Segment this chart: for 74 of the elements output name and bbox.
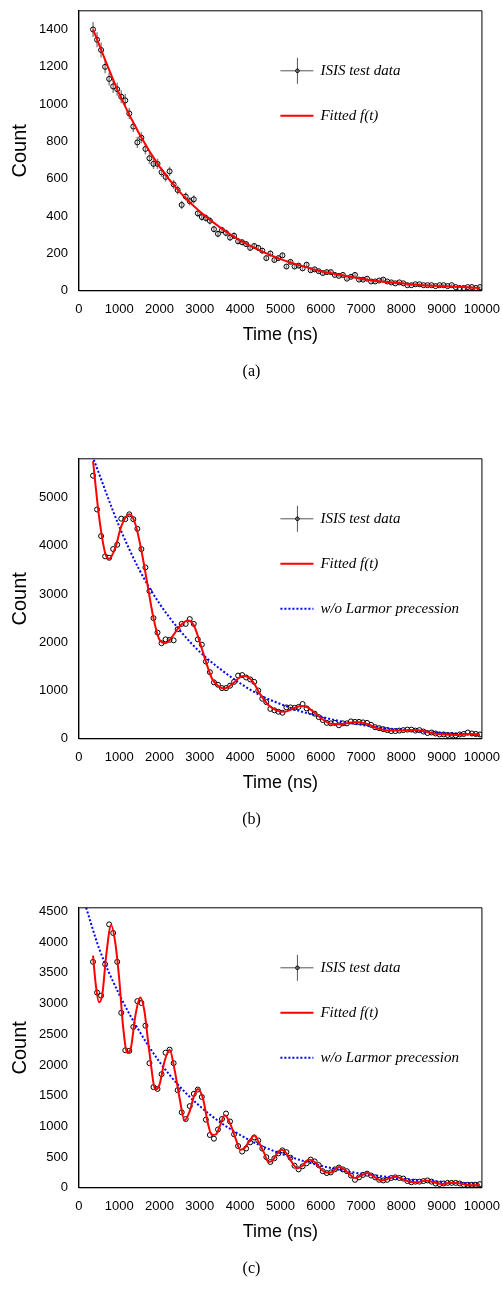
text: (b)	[241, 810, 262, 828]
y-tick-label: 1400	[39, 21, 68, 37]
x-tick-label: 5000	[265, 1198, 295, 1214]
x-tick-label: 1000	[104, 749, 134, 765]
y-tick-label: 0	[60, 730, 68, 746]
legend-label: ISIS test data	[319, 958, 401, 975]
x-tick-label: 9000	[427, 749, 457, 765]
x-tick-label: 10000	[463, 301, 500, 317]
x-tick-label: 0	[75, 301, 83, 317]
y-tick-label: 4500	[39, 903, 68, 919]
legend-label: ISIS test data	[319, 509, 401, 526]
x-tick-label: 7000	[346, 749, 376, 765]
y-tick-label: 600	[46, 170, 68, 186]
x-tick-label: 3000	[185, 301, 215, 317]
x-tick-label: 2000	[145, 749, 174, 765]
y-axis-title: Count	[7, 571, 30, 626]
x-tick-label: 6000	[306, 749, 336, 765]
x-tick-label: 8000	[386, 301, 416, 317]
legend-label: Fitted f(t)	[319, 1003, 379, 1021]
legend-label: ISIS test data	[319, 61, 401, 78]
text: (c)	[241, 1259, 262, 1277]
x-tick-label: 4000	[225, 1198, 255, 1214]
legend-label: Fitted f(t)	[319, 554, 379, 572]
legend-label: w/o Larmor precession	[320, 599, 460, 616]
y-tick-label: 4000	[39, 933, 68, 949]
y-tick-label: 3000	[39, 995, 68, 1011]
x-tick-label: 9000	[427, 301, 457, 317]
y-tick-label: 5000	[39, 489, 68, 504]
y-tick-label: 2000	[39, 1056, 68, 1072]
x-tick-label: 5000	[265, 301, 295, 317]
y-tick-label: 1200	[39, 58, 68, 74]
y-tick-label: 800	[46, 133, 68, 149]
y-tick-label: 2500	[39, 1025, 68, 1041]
legend-label: Fitted f(t)	[319, 106, 379, 124]
x-tick-label: 7000	[346, 1198, 376, 1214]
y-tick-label: 1000	[39, 682, 68, 698]
y-axis-title: Count	[7, 123, 30, 178]
x-tick-label: 1000	[104, 301, 134, 317]
x-tick-label: 4000	[225, 301, 255, 317]
x-tick-label: 2000	[145, 1198, 174, 1214]
y-tick-label: 500	[46, 1148, 68, 1164]
x-tick-label: 3000	[185, 749, 215, 765]
y-tick-label: 200	[46, 245, 68, 261]
y-tick-label: 1000	[39, 1117, 68, 1133]
x-tick-label: 9000	[427, 1198, 457, 1214]
y-tick-label: 0	[60, 1179, 68, 1195]
x-tick-label: 6000	[306, 301, 336, 317]
x-tick-label: 8000	[386, 1198, 416, 1214]
x-axis-title: Time (ns)	[242, 324, 319, 345]
x-tick-label: 0	[75, 1198, 83, 1214]
y-tick-label: 2000	[39, 633, 68, 649]
x-tick-label: 3000	[185, 1198, 215, 1214]
y-tick-label: 0	[60, 282, 68, 298]
x-tick-label: 4000	[225, 749, 255, 765]
x-tick-label: 1000	[104, 1198, 134, 1214]
text: (a)	[241, 362, 262, 380]
y-tick-label: 3500	[39, 964, 68, 980]
y-tick-label: 1500	[39, 1087, 68, 1103]
x-axis-title: Time (ns)	[242, 1221, 319, 1242]
x-tick-label: 7000	[346, 301, 376, 317]
x-tick-label: 10000	[463, 749, 500, 765]
y-tick-label: 3000	[39, 585, 68, 601]
y-tick-label: 4000	[39, 537, 68, 553]
legend-label: w/o Larmor precession	[320, 1048, 460, 1065]
x-tick-label: 10000	[463, 1198, 500, 1214]
x-tick-label: 0	[75, 749, 83, 765]
y-axis-title: Count	[7, 1020, 30, 1075]
x-axis-title: Time (ns)	[242, 772, 319, 793]
y-tick-label: 400	[46, 207, 68, 223]
x-tick-label: 2000	[145, 301, 174, 317]
x-tick-label: 6000	[306, 1198, 336, 1214]
y-tick-label: 1000	[39, 95, 68, 111]
x-tick-label: 8000	[386, 749, 416, 765]
x-tick-label: 5000	[265, 749, 295, 765]
